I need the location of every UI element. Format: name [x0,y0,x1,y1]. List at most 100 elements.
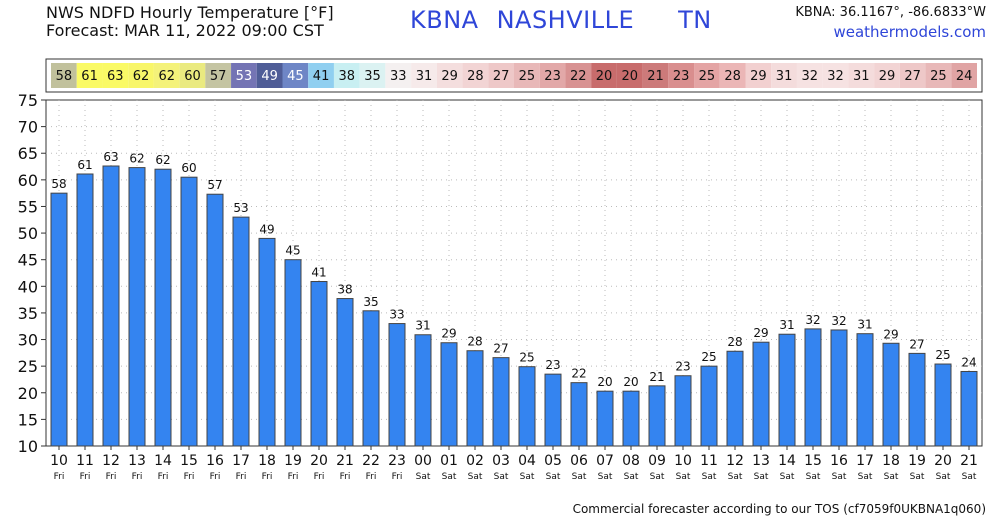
x-day-label: Fri [236,472,247,482]
x-day-label: Sat [832,472,847,482]
strip-cell [925,63,952,88]
strip-cell-value: 23 [673,69,690,84]
bar-value-label: 57 [207,178,222,192]
x-tick-label: 12 [102,453,120,469]
x-tick-label: 06 [570,453,588,469]
strip-cell [719,63,746,88]
strip-cell-value: 41 [313,69,330,84]
x-day-label: Fri [54,472,65,482]
station-state: TN [678,6,712,34]
y-tick-label: 15 [18,410,38,429]
strip-cell-value: 58 [56,69,73,84]
y-tick-label: 10 [18,437,38,456]
strip-cell [231,63,257,88]
x-tick-label: 05 [544,453,562,469]
x-day-label: Sat [676,472,691,482]
bar-value-label: 58 [51,177,66,191]
x-day-label: Sat [806,472,821,482]
strip-cell-value: 45 [287,69,304,84]
x-tick-label: 16 [206,453,224,469]
x-tick-label: 11 [700,453,718,469]
strip-cell [951,63,977,88]
strip-cell [179,63,206,88]
y-tick-label: 65 [18,144,38,163]
x-day-label: Sat [572,472,587,482]
x-day-label: Fri [262,472,273,482]
bar [570,382,588,447]
bar [258,237,276,447]
x-tick-label: 17 [856,453,874,469]
y-tick-label: 35 [18,304,38,323]
bar-value-label: 31 [415,319,430,333]
x-day-label: Sat [702,472,717,482]
bar-value-label: 22 [571,367,586,381]
x-day-label: Sat [468,472,483,482]
bar [752,341,770,447]
bar-value-label: 38 [337,283,352,297]
bar [310,281,328,447]
strip-cell [282,63,309,88]
strip-cell-value: 22 [570,69,587,84]
x-day-label: Sat [910,472,925,482]
x-tick-label: 14 [154,453,172,469]
strip-cell [874,63,900,88]
bar [76,173,94,447]
bar [804,328,822,447]
bar-value-label: 25 [701,350,716,364]
bar [726,350,744,447]
strip-cell-value: 27 [493,69,510,84]
bar-value-label: 31 [857,318,872,332]
strip-cell [385,63,412,88]
website-link[interactable]: weathermodels.com [833,23,986,41]
strip-cell-value: 25 [519,69,536,84]
bar [492,357,510,447]
strip-cell [205,63,232,88]
x-day-label: Sat [936,472,951,482]
bar [180,176,198,447]
strip-cell-value: 35 [364,69,381,84]
strip-cell [51,63,77,88]
x-day-label: Sat [884,472,899,482]
x-day-label: Sat [442,472,457,482]
x-day-label: Fri [392,472,403,482]
temperature-strip: 58 61 63 62 62 60 57 53 49 45 41 38 35 33 31 29 28 27 25 23… [45,58,983,93]
bar [778,333,796,447]
x-day-label: Fri [80,472,91,482]
bar-value-label: 60 [181,161,196,175]
plot-frame [45,99,983,447]
bar [128,167,146,447]
strip-cell [796,63,823,88]
strip-cell [899,63,926,88]
bar-value-label: 27 [493,342,508,356]
bar [908,352,926,447]
bar-value-label: 28 [467,335,482,349]
x-day-label: Sat [858,472,873,482]
x-tick-label: 10 [50,453,68,469]
strip-cell-value: 60 [184,69,201,84]
x-tick-label: 14 [778,453,796,469]
bar [50,192,68,447]
x-day-label: Sat [780,472,795,482]
x-tick-label: 21 [336,453,354,469]
x-day-label: Fri [132,472,143,482]
strip-cell-value: 53 [236,69,253,84]
strip-cell [848,63,875,88]
strip-cell-value: 32 [827,69,844,84]
x-day-label: Sat [728,472,743,482]
bar-value-label: 29 [441,327,456,341]
station-heading: KBNA NASHVILLE TN [410,6,712,34]
bar-value-label: 25 [935,348,950,362]
bar-value-label: 24 [961,355,976,369]
x-tick-label: 09 [648,453,666,469]
x-tick-label: 01 [440,453,458,469]
y-tick-label: 60 [18,171,38,190]
station-code: KBNA [410,6,479,34]
station-name: NASHVILLE [496,6,635,34]
x-day-label: Fri [340,472,351,482]
strip-cell-value: 32 [802,69,819,84]
x-tick-label: 18 [258,453,276,469]
strip-cell-value: 49 [261,69,278,84]
strip-cell [411,63,437,88]
y-tick-label: 20 [18,384,38,403]
y-tick-label: 70 [18,118,38,137]
